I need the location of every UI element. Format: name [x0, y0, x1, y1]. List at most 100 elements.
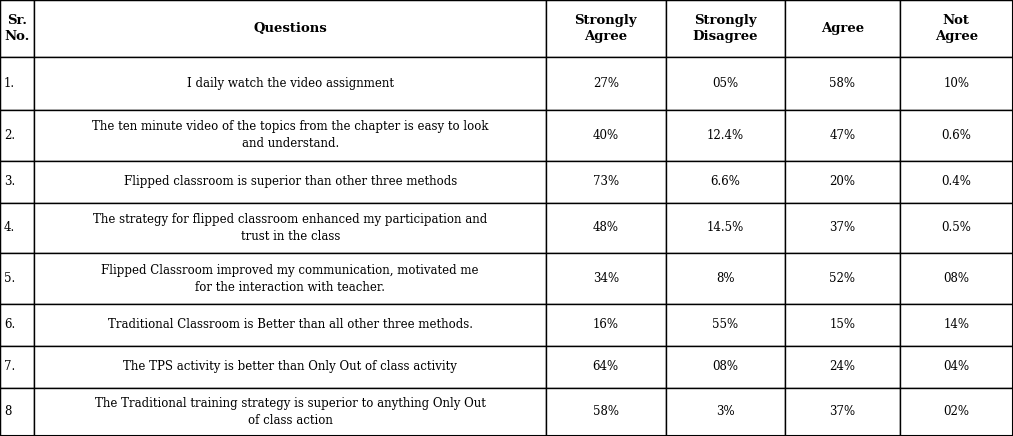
Text: 08%: 08%: [712, 360, 738, 373]
Bar: [900, 203, 1013, 253]
Text: 37%: 37%: [830, 405, 855, 418]
Text: 1.: 1.: [4, 77, 15, 90]
Text: Questions: Questions: [253, 22, 327, 35]
Text: 02%: 02%: [943, 405, 969, 418]
Text: 10%: 10%: [943, 77, 969, 90]
Bar: [785, 203, 900, 253]
Bar: [666, 0, 785, 57]
Text: 08%: 08%: [943, 272, 969, 285]
Bar: [0, 388, 34, 436]
Text: The ten minute video of the topics from the chapter is easy to look
and understa: The ten minute video of the topics from …: [92, 120, 488, 150]
Text: 58%: 58%: [593, 405, 619, 418]
Text: The Traditional training strategy is superior to anything Only Out
of class acti: The Traditional training strategy is sup…: [95, 397, 485, 427]
Bar: [785, 304, 900, 346]
Text: 7.: 7.: [4, 360, 15, 373]
Text: 37%: 37%: [830, 221, 855, 235]
Bar: [0, 161, 34, 203]
Text: 6.6%: 6.6%: [710, 175, 741, 188]
Text: 04%: 04%: [943, 360, 969, 373]
Text: 0.5%: 0.5%: [941, 221, 971, 235]
Text: 16%: 16%: [593, 318, 619, 331]
Bar: [900, 57, 1013, 110]
Bar: [900, 161, 1013, 203]
Text: The TPS activity is better than Only Out of class activity: The TPS activity is better than Only Out…: [124, 360, 457, 373]
Bar: [34, 203, 546, 253]
Text: 20%: 20%: [830, 175, 855, 188]
Text: 34%: 34%: [593, 272, 619, 285]
Bar: [0, 57, 34, 110]
Text: 52%: 52%: [830, 272, 855, 285]
Text: 55%: 55%: [712, 318, 738, 331]
Bar: [666, 304, 785, 346]
Bar: [0, 0, 34, 57]
Text: 27%: 27%: [593, 77, 619, 90]
Text: Not
Agree: Not Agree: [935, 14, 978, 43]
Bar: [0, 346, 34, 388]
Bar: [666, 161, 785, 203]
Text: 8%: 8%: [716, 272, 734, 285]
Text: Strongly
Agree: Strongly Agree: [574, 14, 637, 43]
Bar: [785, 388, 900, 436]
Text: Traditional Classroom is Better than all other three methods.: Traditional Classroom is Better than all…: [107, 318, 473, 331]
Text: 05%: 05%: [712, 77, 738, 90]
Bar: [785, 57, 900, 110]
Bar: [0, 203, 34, 253]
Text: Sr.
No.: Sr. No.: [4, 14, 30, 43]
Text: 6.: 6.: [4, 318, 15, 331]
Bar: [34, 161, 546, 203]
Bar: [900, 110, 1013, 161]
Bar: [546, 161, 666, 203]
Bar: [546, 304, 666, 346]
Text: 47%: 47%: [830, 129, 855, 142]
Text: 12.4%: 12.4%: [707, 129, 744, 142]
Bar: [546, 253, 666, 304]
Bar: [34, 388, 546, 436]
Bar: [546, 346, 666, 388]
Text: 8: 8: [4, 405, 11, 418]
Bar: [0, 253, 34, 304]
Bar: [900, 304, 1013, 346]
Bar: [546, 110, 666, 161]
Text: 0.4%: 0.4%: [941, 175, 971, 188]
Bar: [546, 57, 666, 110]
Text: 5.: 5.: [4, 272, 15, 285]
Text: The strategy for flipped classroom enhanced my participation and
trust in the cl: The strategy for flipped classroom enhan…: [93, 213, 487, 243]
Bar: [900, 388, 1013, 436]
Text: 14%: 14%: [943, 318, 969, 331]
Text: 24%: 24%: [830, 360, 855, 373]
Bar: [785, 346, 900, 388]
Bar: [546, 388, 666, 436]
Bar: [785, 110, 900, 161]
Text: 2.: 2.: [4, 129, 15, 142]
Text: 15%: 15%: [830, 318, 855, 331]
Text: 73%: 73%: [593, 175, 619, 188]
Bar: [546, 203, 666, 253]
Bar: [34, 253, 546, 304]
Text: 64%: 64%: [593, 360, 619, 373]
Bar: [666, 253, 785, 304]
Text: 58%: 58%: [830, 77, 855, 90]
Bar: [34, 346, 546, 388]
Bar: [546, 0, 666, 57]
Bar: [900, 346, 1013, 388]
Bar: [0, 304, 34, 346]
Bar: [785, 253, 900, 304]
Bar: [666, 203, 785, 253]
Text: 4.: 4.: [4, 221, 15, 235]
Text: 48%: 48%: [593, 221, 619, 235]
Bar: [34, 57, 546, 110]
Bar: [666, 110, 785, 161]
Text: 14.5%: 14.5%: [707, 221, 744, 235]
Bar: [34, 304, 546, 346]
Text: 40%: 40%: [593, 129, 619, 142]
Bar: [900, 253, 1013, 304]
Text: 3.: 3.: [4, 175, 15, 188]
Text: I daily watch the video assignment: I daily watch the video assignment: [186, 77, 394, 90]
Bar: [0, 110, 34, 161]
Bar: [785, 161, 900, 203]
Text: 0.6%: 0.6%: [941, 129, 971, 142]
Text: 3%: 3%: [716, 405, 734, 418]
Bar: [34, 0, 546, 57]
Bar: [34, 110, 546, 161]
Text: Flipped classroom is superior than other three methods: Flipped classroom is superior than other…: [124, 175, 457, 188]
